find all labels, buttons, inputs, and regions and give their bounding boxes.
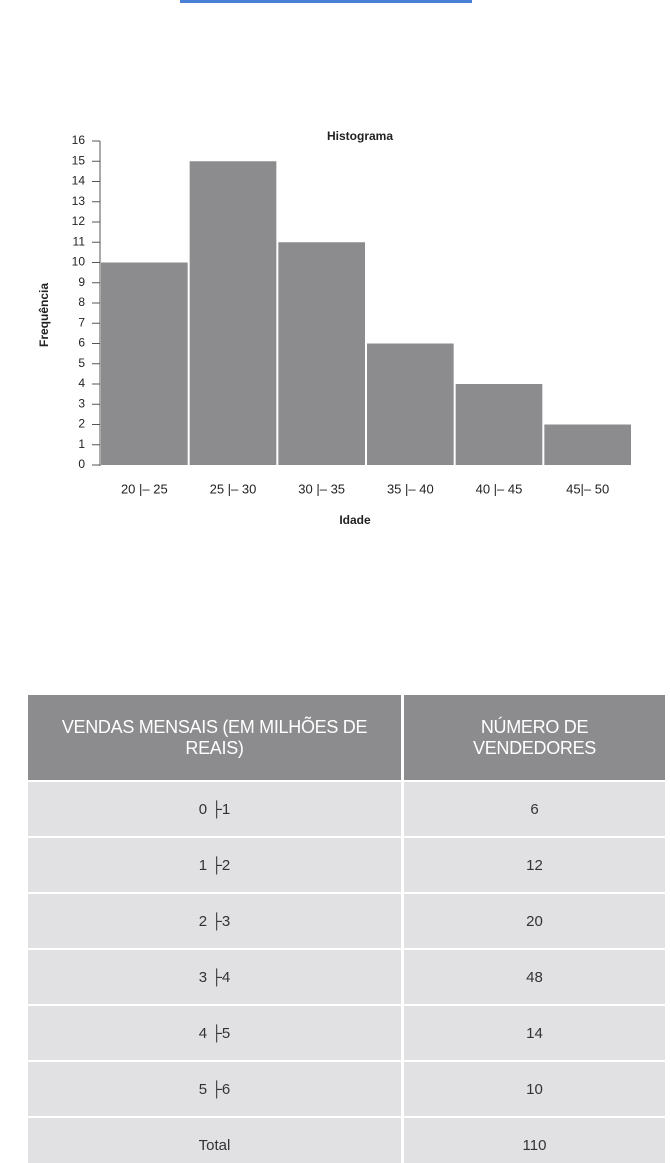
x-tick-label: 40 |– 45 xyxy=(476,481,523,496)
table-cell: 48 xyxy=(404,948,665,1004)
y-tick-label: 11 xyxy=(73,234,86,248)
table-row: 1 ├2 12 xyxy=(28,836,665,892)
x-tick-label: 45|– 50 xyxy=(566,481,609,496)
header-cell: VENDAS MENSAIS (EM MILHÕES DE REAIS) xyxy=(28,695,404,780)
x-axis-label: Idade xyxy=(339,513,371,527)
bar xyxy=(278,242,365,465)
y-tick-label: 9 xyxy=(78,275,85,289)
table-cell: 2 ├3 xyxy=(28,892,404,948)
table-row: 3 ├4 48 xyxy=(28,948,665,1004)
bar xyxy=(367,343,454,465)
y-tick-label: 8 xyxy=(78,295,85,309)
table-row: Total 110 xyxy=(28,1116,665,1163)
table-cell: 3 ├4 xyxy=(28,948,404,1004)
top-line xyxy=(180,0,472,3)
table-cell: 20 xyxy=(404,892,665,948)
y-tick-label: 3 xyxy=(78,396,85,410)
histogram-chart: Histograma Frequência Idade 012345678910… xyxy=(37,0,631,527)
y-tick-label: 0 xyxy=(78,457,85,471)
y-tick-label: 7 xyxy=(78,315,85,329)
table-row: 2 ├3 20 xyxy=(28,892,665,948)
header-cell: NÚMERO DE VENDEDORES xyxy=(404,695,665,780)
table-cell: 14 xyxy=(404,1004,665,1060)
table-cell: 110 xyxy=(404,1116,665,1163)
y-tick-label: 14 xyxy=(72,174,86,188)
bar xyxy=(455,384,543,465)
bar xyxy=(544,424,631,465)
y-tick-label: 10 xyxy=(72,255,86,269)
y-tick-label: 4 xyxy=(78,376,85,390)
bar xyxy=(189,161,277,465)
chart-title: Histograma xyxy=(327,129,393,143)
bar xyxy=(101,262,188,465)
table-row: 5 ├6 10 xyxy=(28,1060,665,1116)
x-tick-label: 35 |– 40 xyxy=(387,481,434,496)
y-tick-label: 6 xyxy=(78,336,85,350)
y-tick-label: 12 xyxy=(72,214,86,228)
table-cell: 1 ├2 xyxy=(28,836,404,892)
y-tick-label: 2 xyxy=(78,417,85,431)
table-cell: 0 ├1 xyxy=(28,780,404,836)
y-tick-label: 1 xyxy=(78,437,85,451)
y-tick-label: 15 xyxy=(72,153,86,167)
y-tick-label: 16 xyxy=(72,133,86,147)
x-tick-label: 20 |– 25 xyxy=(121,481,168,496)
y-tick-label: 5 xyxy=(78,356,85,370)
y-tick-label: 13 xyxy=(72,194,86,208)
table-row: 0 ├1 6 xyxy=(28,780,665,836)
table-cell: 6 xyxy=(404,780,665,836)
sales-table: VENDAS MENSAIS (EM MILHÕES DE REAIS) NÚM… xyxy=(28,695,665,1163)
table-cell: 5 ├6 xyxy=(28,1060,404,1116)
table-cell: Total xyxy=(28,1116,404,1163)
table-cell: 12 xyxy=(404,836,665,892)
table-row: 4 ├5 14 xyxy=(28,1004,665,1060)
x-tick-label: 30 |– 35 xyxy=(298,481,345,496)
y-axis-label: Frequência xyxy=(37,283,51,347)
x-tick-label: 25 |– 30 xyxy=(210,481,257,496)
table-cell: 4 ├5 xyxy=(28,1004,404,1060)
table-cell: 10 xyxy=(404,1060,665,1116)
